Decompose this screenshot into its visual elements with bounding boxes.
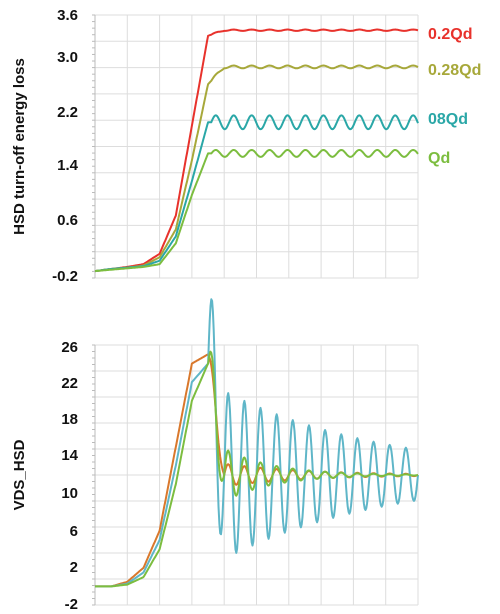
y-tick-label: 0.6: [57, 212, 78, 229]
y-axis-label: VDS_HSD: [11, 439, 28, 510]
y-tick-label: -0.2: [52, 268, 78, 285]
y-tick-label: 2: [70, 559, 78, 576]
vds-chart: 26 22 18 14 10 6 2 -2 VDS_HSD: [11, 298, 419, 613]
legend-entry: 0.28Qd: [428, 62, 481, 79]
y-tick-label: 26: [61, 339, 78, 356]
legend-entry: 0.2Qd: [428, 26, 472, 43]
legend-entry: 08Qd: [428, 111, 468, 128]
y-tick-label: 22: [61, 375, 78, 392]
y-tick-label: 18: [61, 411, 78, 428]
series-line-0: [94, 28, 419, 273]
y-axis-label: HSD turn-off energy loss: [11, 58, 28, 235]
y-tick-label: -2: [65, 596, 78, 613]
y-tick-label: 2.2: [57, 104, 78, 121]
series-line-2: [94, 114, 419, 273]
series-line-3: [94, 149, 419, 273]
y-tick-label: 1.4: [57, 157, 79, 174]
series-line-2: [94, 350, 419, 588]
series-line-1: [94, 64, 419, 273]
y-tick-label: 3.0: [57, 49, 78, 66]
y-tick-label: 6: [70, 523, 78, 540]
y-tick-label: 14: [61, 447, 78, 464]
legend-entry: Qd: [428, 150, 450, 167]
energy-loss-chart: 3.6 3.0 2.2 1.4 0.6 -0.2 HSD turn-off energy l…: [11, 7, 481, 285]
grid: [94, 14, 419, 279]
y-tick-label: 10: [61, 485, 78, 502]
y-tick-label: 3.6: [57, 7, 78, 24]
